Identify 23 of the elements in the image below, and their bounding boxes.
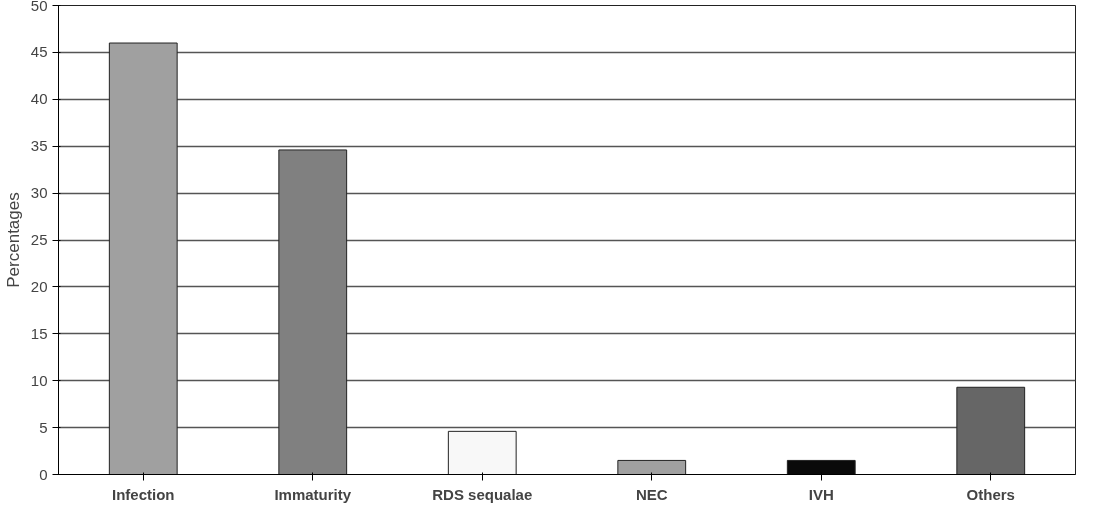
x-tick-label: Infection: [112, 485, 175, 503]
y-tick-label: 15: [30, 324, 48, 342]
y-tick-label: 50: [30, 0, 48, 14]
y-tick-label: 40: [30, 90, 48, 108]
bar: [956, 386, 1026, 475]
x-tick-label: RDS sequalae: [432, 485, 533, 503]
bar: [278, 149, 348, 475]
y-tick-label: 5: [39, 418, 48, 436]
y-tick-label: 10: [30, 371, 48, 389]
y-axis-title: Percentages: [3, 192, 23, 288]
x-tick-label: Others: [966, 485, 1015, 503]
x-tick-label: NEC: [635, 485, 668, 503]
bar: [447, 430, 517, 475]
y-tick-label: 35: [30, 137, 48, 155]
bar: [617, 459, 687, 475]
x-tick-label: Immaturity: [274, 485, 352, 503]
y-tick-label: 20: [30, 277, 48, 295]
y-tick-label: 25: [30, 231, 48, 248]
bar: [108, 42, 178, 475]
y-tick-label: 45: [30, 43, 48, 61]
x-tick-label: IVH: [808, 485, 834, 503]
y-tick-label: 0: [39, 465, 48, 483]
y-tick-label: 30: [30, 184, 48, 202]
